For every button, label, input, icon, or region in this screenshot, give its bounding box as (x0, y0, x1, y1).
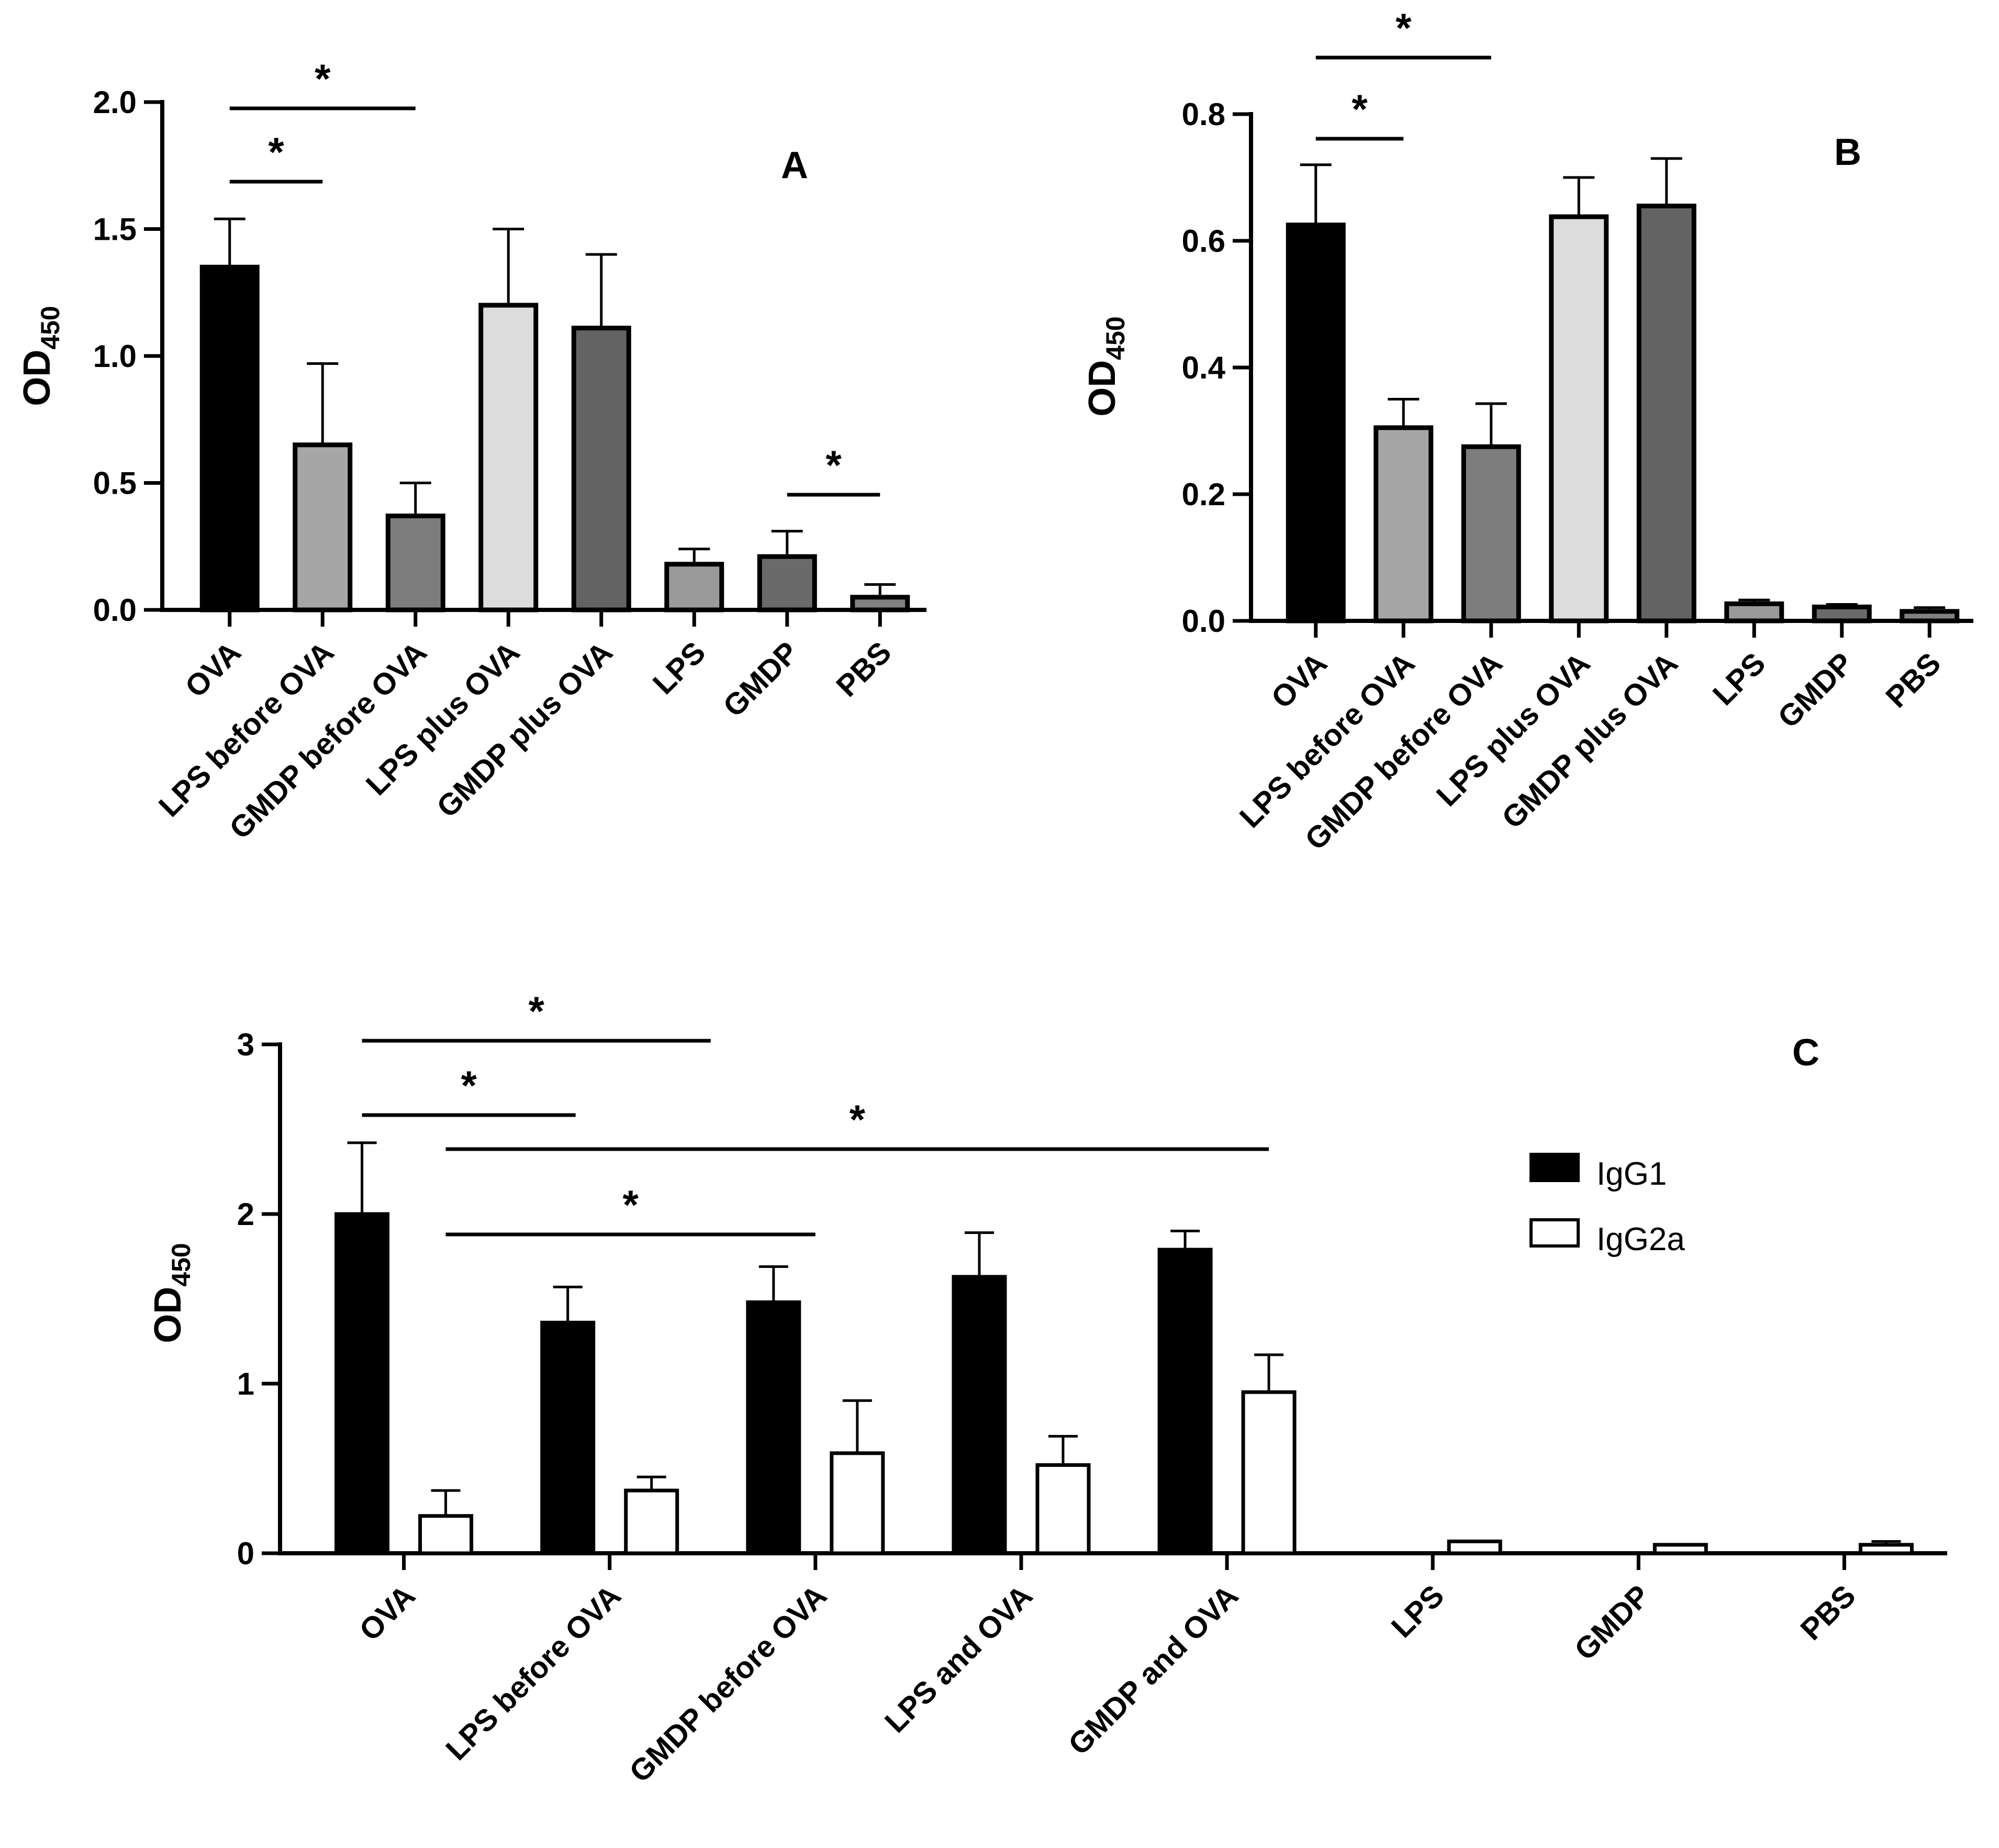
bar (1636, 203, 1696, 624)
y-tick-label: 1.0 (93, 339, 137, 374)
x-tick-label: GMDP before OVA (623, 1578, 833, 1789)
x-tick-label: LPS (1706, 646, 1772, 712)
x-tick-label: LPS plus OVA (1430, 646, 1597, 813)
bar-igg2a (624, 1488, 679, 1555)
panel-letter: B (1834, 131, 1861, 173)
y-axis-label-main: OD (1081, 360, 1123, 417)
x-tick-label: LPS (1385, 1578, 1451, 1644)
x-tick-label: GMDP and OVA (1062, 1578, 1245, 1762)
legend-swatch-igg2a (1529, 1218, 1580, 1248)
x-tick-label: OVA (353, 1578, 422, 1647)
significance-star: * (850, 1096, 866, 1142)
significance-star: * (825, 442, 842, 488)
significance-star: * (315, 55, 331, 102)
y-axis-label-main: OD (16, 350, 58, 406)
x-tick-label: GMDP plus OVA (430, 635, 619, 824)
significance-star: * (1395, 5, 1412, 51)
bar-igg2a (830, 1451, 885, 1555)
bar (1461, 444, 1521, 624)
bar (850, 595, 910, 613)
bar (664, 562, 724, 613)
legend-label-igg2a: IgG2a (1596, 1221, 1685, 1257)
y-axis-label: OD450 (16, 306, 65, 406)
y-tick-label: 1 (237, 1366, 254, 1401)
bar (1549, 214, 1609, 624)
y-tick-label: 0.8 (1182, 97, 1225, 132)
y-axis-label-main: OD (147, 1287, 189, 1343)
significance-star: * (268, 129, 284, 175)
x-tick-label: OVA (1265, 646, 1334, 715)
bar (1812, 604, 1872, 624)
y-tick-label: 0 (237, 1536, 254, 1571)
significance-star: * (529, 988, 545, 1034)
x-tick-label: LPS and OVA (878, 1578, 1039, 1739)
bar (1286, 222, 1346, 624)
y-tick-label: 0.0 (93, 593, 137, 628)
bar-igg2a (418, 1514, 474, 1555)
bar-igg2a (1447, 1539, 1502, 1555)
y-tick-label: 0.5 (93, 466, 137, 501)
significance-star: * (1352, 86, 1368, 132)
significance-star: * (461, 1062, 477, 1108)
y-tick-label: 0.0 (1182, 604, 1225, 639)
bar (1724, 601, 1784, 624)
bar-igg1 (540, 1320, 596, 1555)
bar-igg2a (1035, 1463, 1091, 1555)
bar-igg1 (1157, 1248, 1213, 1555)
x-tick-label: PBS (1794, 1578, 1862, 1646)
bar-igg1 (952, 1275, 1007, 1555)
x-tick-label: PBS (830, 635, 898, 703)
bar (1373, 425, 1434, 624)
x-tick-label: LPS (646, 635, 712, 701)
bar (385, 514, 445, 613)
bar-igg1 (746, 1300, 801, 1555)
y-axis-label-subscript: 450 (1101, 316, 1130, 360)
legend-swatch-igg1 (1529, 1153, 1580, 1182)
bar (478, 303, 539, 613)
bar (1900, 609, 1960, 624)
bar (293, 442, 353, 613)
bar (571, 326, 631, 613)
y-tick-label: 2.0 (93, 85, 137, 120)
bar-igg1 (334, 1212, 390, 1555)
y-tick-label: 0.4 (1182, 350, 1226, 385)
x-tick-label: LPS before OVA (439, 1578, 628, 1767)
bar-igg2a (1241, 1390, 1297, 1555)
y-axis-label-subscript: 450 (166, 1243, 196, 1286)
bar-igg2a (1652, 1543, 1708, 1555)
significance-star: * (623, 1182, 639, 1228)
x-tick-label: GMDP (1568, 1578, 1657, 1667)
x-tick-label: OVA (178, 635, 248, 704)
y-tick-label: 3 (237, 1027, 254, 1062)
x-tick-label: PBS (1879, 646, 1947, 714)
x-tick-label: GMDP (1771, 646, 1860, 734)
y-axis-label: OD450 (1081, 316, 1130, 416)
panel-letter: A (781, 144, 808, 186)
y-tick-label: 0.2 (1182, 477, 1225, 512)
y-tick-label: 1.5 (93, 212, 137, 247)
bar (199, 264, 260, 613)
y-axis-label: OD450 (147, 1243, 196, 1343)
x-tick-label: GMDP (717, 635, 805, 723)
y-tick-label: 0.6 (1182, 224, 1225, 259)
y-axis-label-subscript: 450 (36, 306, 65, 349)
bar-igg2a (1858, 1543, 1914, 1555)
x-tick-label: LPS before OVA (152, 635, 341, 823)
y-tick-label: 2 (237, 1197, 254, 1232)
panel-letter: C (1792, 1032, 1819, 1074)
bar (757, 554, 817, 613)
legend-label-igg1: IgG1 (1596, 1156, 1667, 1192)
